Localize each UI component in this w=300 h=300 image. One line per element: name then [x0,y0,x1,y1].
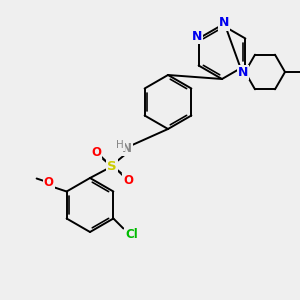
Text: H: H [116,140,124,150]
Text: O: O [44,176,54,189]
Text: O: O [123,173,133,187]
Text: N: N [122,142,132,155]
Text: N: N [219,16,229,29]
Text: Cl: Cl [125,228,138,241]
Text: N: N [191,30,202,43]
Text: N: N [238,65,248,79]
Text: O: O [91,146,101,158]
Text: S: S [107,160,117,172]
